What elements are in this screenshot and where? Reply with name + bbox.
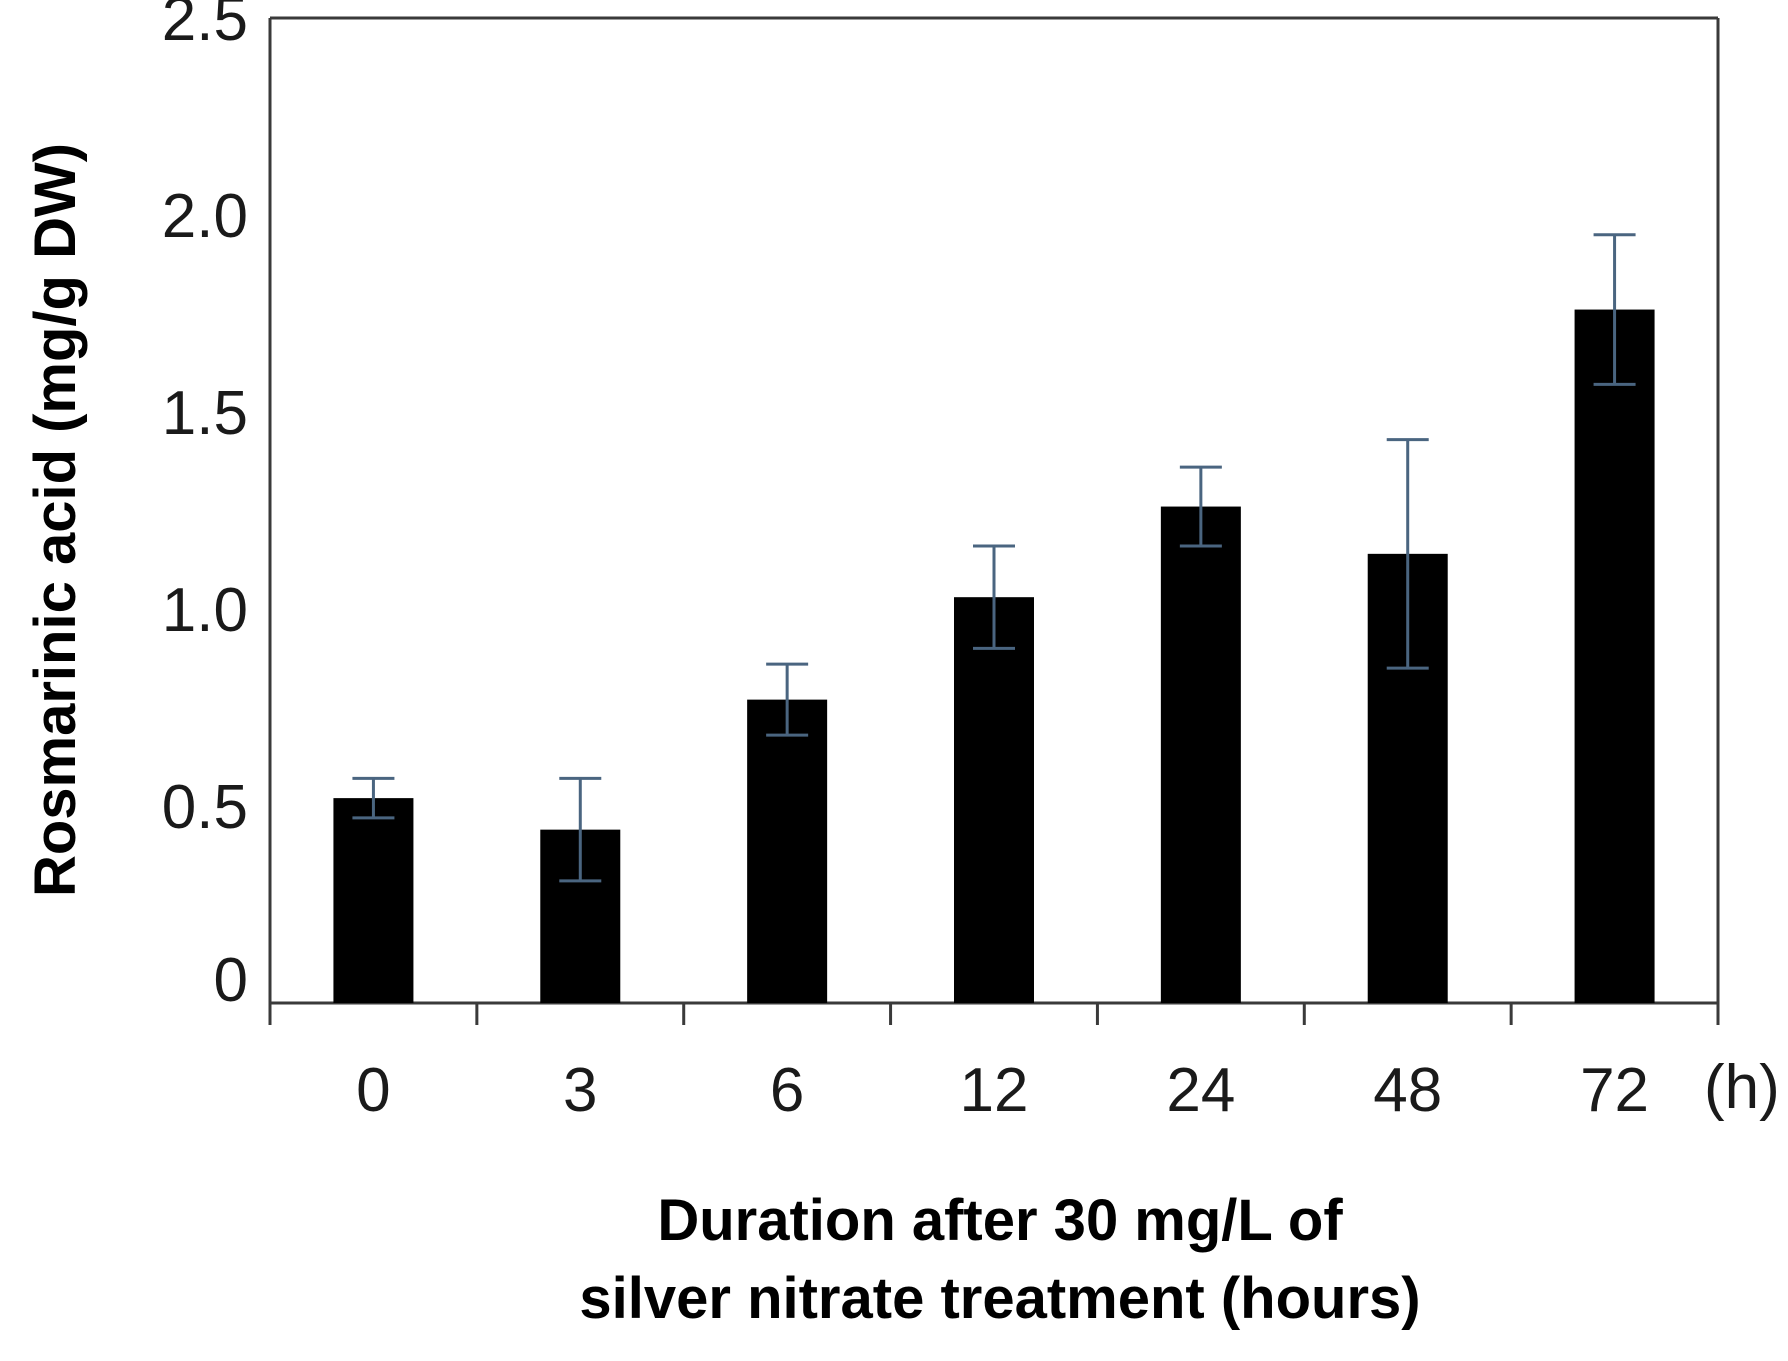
x-tick-label: 12 xyxy=(960,1056,1029,1125)
y-tick-label: 1.0 xyxy=(162,576,248,645)
x-tick-label: 24 xyxy=(1166,1056,1235,1125)
bar xyxy=(747,699,828,1003)
axes xyxy=(268,16,1720,1025)
y-tick-label: 2.0 xyxy=(162,182,248,251)
bar xyxy=(954,597,1034,1003)
bar xyxy=(333,798,414,1003)
tick-labels: 0 0.5 1.0 1.5 2.0 2.5 0 3 6 12 24 48 72 xyxy=(162,0,1649,1125)
bar xyxy=(1160,506,1241,1003)
x-axis-title-line-2: silver nitrate treatment (hours) xyxy=(579,1266,1420,1331)
y-axis-title: Rosmarinic acid (mg/g DW) xyxy=(23,143,88,897)
bar xyxy=(1574,309,1655,1003)
x-tick-label: 0 xyxy=(356,1056,390,1125)
bars xyxy=(333,309,1655,1003)
x-tick-label: 48 xyxy=(1373,1056,1442,1125)
x-tick-label: 72 xyxy=(1580,1056,1649,1125)
y-tick-label: 1.5 xyxy=(162,379,248,448)
y-tick-label: 0.5 xyxy=(162,773,248,842)
y-tick-label: 0 xyxy=(214,946,248,1015)
y-tick-label: 2.5 xyxy=(162,0,248,54)
x-unit-label: (h) xyxy=(1704,1053,1780,1122)
x-axis-title-line-1: Duration after 30 mg/L of xyxy=(657,1188,1343,1253)
x-tick-label: 3 xyxy=(563,1056,597,1125)
x-tick-label: 6 xyxy=(770,1056,804,1125)
error-bars xyxy=(352,233,1636,883)
